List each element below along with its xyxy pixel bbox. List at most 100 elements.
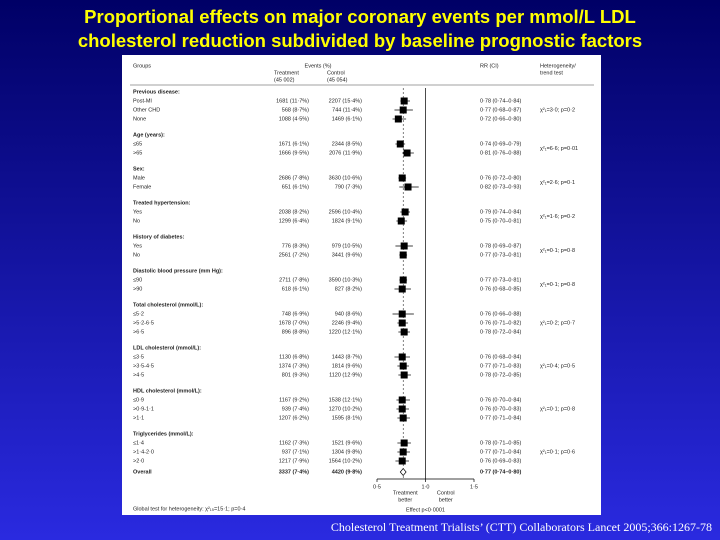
control-events: 1443 (8·7%) [332,354,362,360]
group-label: Diastolic blood pressure (mm Hg): [133,268,223,274]
header: Groups [133,63,151,69]
treatment-events: 1130 (6·8%) [279,354,309,360]
rr-label: 0·76 (0·69–0·83) [480,458,521,464]
estimate-square [400,328,408,336]
treatment-events: 1374 (7·3%) [279,363,309,369]
x-side-label: Treatment [393,490,418,496]
rr-label: 0·78 (0·74–0·84) [480,98,521,104]
heterogeneity: χ²₁=0·4; p=0·5 [540,363,575,369]
rr-label: 0·72 (0·66–0·80) [480,116,521,122]
treatment-events: 937 (7·1%) [282,449,309,455]
row-label: ≤0·9 [133,397,144,403]
estimate-square [398,396,406,404]
control-events: 2246 (9·4%) [332,320,362,326]
control-events: 1120 (12·9%) [329,372,362,378]
treatment-events: 748 (6·9%) [282,311,309,317]
treatment-events: 1678 (7·0%) [279,320,309,326]
row-label: Post-MI [133,98,152,104]
control-events: 2596 (10·4%) [329,209,362,215]
heterogeneity: χ²₁=0·2; p=0·7 [540,320,575,326]
heterogeneity: χ²₁=0·1; p=0·8 [540,282,575,288]
x-tick-label: 1·0 [422,484,430,490]
row-label: >4·5 [133,372,144,378]
estimate-square [401,208,409,216]
rr-label: 0·77 (0·71–0·84) [480,449,521,455]
global-test: Global test for heterogeneity: χ²₁₅=15·1… [133,506,245,512]
treatment-events: 618 (6·1%) [282,286,309,292]
control-events: 1304 (9·8%) [332,449,362,455]
rr-label: 0·77 (0·68–0·87) [480,107,521,113]
estimate-square [404,183,412,191]
group-label: Total cholesterol (mmol/L): [133,302,203,308]
group-label: Sex: [133,166,145,172]
control-events: 3630 (10·6%) [329,175,362,181]
treatment-events: 1299 (6·4%) [279,218,309,224]
control-events: 1521 (9·6%) [332,440,362,446]
x-side-label: Control [437,490,455,496]
control-events: 1469 (6·1%) [332,116,362,122]
estimate-square [400,242,408,250]
control-events: 3441 (9·6%) [332,252,362,258]
rr-label: 0·74 (0·69–0·79) [480,141,521,147]
treatment-events: 1162 (7·3%) [279,440,309,446]
x-tick-label: 0·5 [373,484,381,490]
row-label: No [133,252,140,258]
treatment-events: 1207 (6·2%) [279,415,309,421]
title-line: cholesterol reduction subdivided by base… [78,30,642,51]
estimate-square [398,174,406,182]
treatment-events: 896 (8·8%) [282,329,309,335]
control-events: 2344 (8·5%) [332,141,362,147]
heterogeneity: χ²₁=6·6; p=0·01 [540,146,578,152]
rr-label: 0·76 (0·68–0·84) [480,354,521,360]
heterogeneity: χ²₁=3·0; p=0·2 [540,107,575,113]
group-label: HDL cholesterol (mmol/L): [133,388,202,394]
rr-label: 0·76 (0·70–0·83) [480,406,521,412]
estimate-square [398,285,406,293]
row-label: >2·0 [133,458,144,464]
estimate-square [400,439,408,447]
treatment-events: 1167 (9·2%) [279,397,309,403]
heterogeneity: χ²₁=0·1; p=0·6 [540,449,575,455]
treatment-events: 939 (7·4%) [282,406,309,412]
treatment-events: 651 (6·1%) [282,184,309,190]
control-events: 2207 (15·4%) [329,98,362,104]
row-label: >90 [133,286,142,292]
control-events: 827 (8·2%) [335,286,362,292]
group-label: Previous disease: [133,89,180,95]
row-label: ≤90 [133,277,142,283]
row-label: Other CHD [133,107,160,113]
control-events: 1538 (12·1%) [329,397,362,403]
heterogeneity: χ²₁=1·6; p=0·2 [540,214,575,220]
group-label: History of diabetes: [133,234,185,240]
rr-label: 0·76 (0·72–0·80) [480,175,521,181]
header: Events (%) [305,63,332,69]
row-label: >1·4-2·0 [133,449,154,455]
control-events: 1564 (10·2%) [329,458,362,464]
group-label: LDL cholesterol (mmol/L): [133,345,201,351]
rr-label: 0·77 (0·71–0·84) [480,415,521,421]
rr-label: 0·76 (0·71–0·82) [480,320,521,326]
treatment-events: 2686 (7·8%) [279,175,309,181]
header: (45 054) [327,77,348,83]
row-label: Male [133,175,145,181]
estimate-square [398,319,406,327]
treatment-events: 1666 (9·5%) [279,150,309,156]
estimate-square [398,310,406,318]
row-label: ≤3·5 [133,354,144,360]
row-label: ≤5·2 [133,311,144,317]
control-events: 790 (7·3%) [335,184,362,190]
treatment-events: 1217 (7·9%) [279,458,309,464]
rr-label: 0·77 (0·73–0·81) [480,277,521,283]
rr-label: 0·79 (0·74–0·84) [480,209,521,215]
header: Treatment [274,70,299,76]
row-label: Overall [133,469,152,475]
header: trend test [540,70,563,76]
treatment-events: 1671 (6·1%) [279,141,309,147]
treatment-events: 568 (8·7%) [282,107,309,113]
treatment-events: 2711 (7·8%) [279,277,309,283]
treatment-events: 2038 (8·2%) [279,209,309,215]
x-side-label: better [439,497,453,503]
control-events: 4420 (9·8%) [332,469,362,475]
figure-panel [122,55,601,515]
